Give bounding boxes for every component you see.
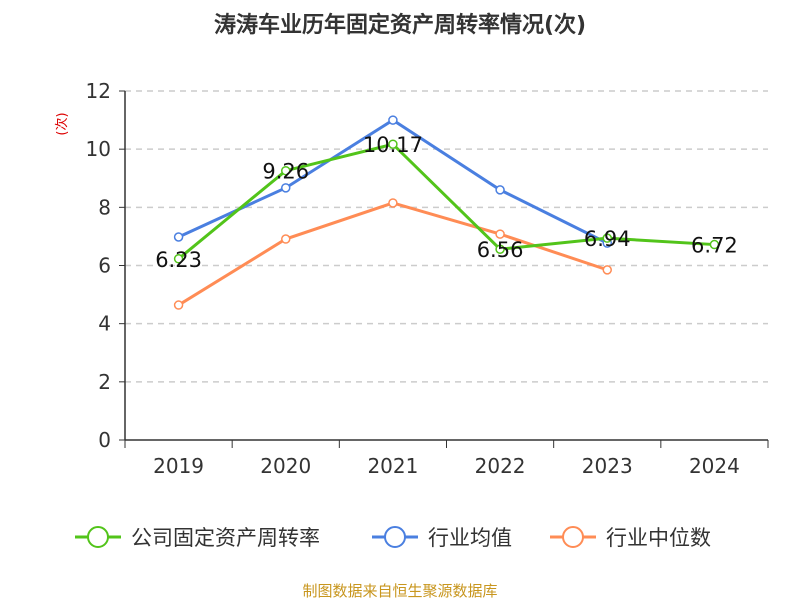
legend-label-0: 公司固定资产周转率 <box>131 526 320 550</box>
series-line-0 <box>177 142 715 260</box>
data-point <box>602 265 612 275</box>
x-tick-label: 2021 <box>367 454 418 478</box>
x-tick-label: 2020 <box>260 454 311 478</box>
y-tick-label: 6 <box>98 254 111 278</box>
y-tick-label: 0 <box>98 428 111 452</box>
data-point <box>495 244 505 254</box>
data-point <box>281 183 291 193</box>
data-point <box>709 239 720 250</box>
legend-marker-2 <box>562 526 584 548</box>
source-note: 制图数据来自恒生聚源数据库 <box>302 582 497 600</box>
data-label: 9.26 <box>262 160 309 184</box>
data-point <box>281 234 291 244</box>
series-line-2 <box>177 201 608 307</box>
chart-title: 涛涛车业历年固定资产周转率情况(次) <box>214 12 586 38</box>
data-point <box>602 233 612 243</box>
data-label: 6.23 <box>155 248 202 272</box>
data-point <box>495 185 505 195</box>
data-point <box>388 139 398 149</box>
y-tick-label: 10 <box>86 137 111 161</box>
data-point <box>173 232 184 242</box>
data-label: 10.17 <box>363 133 423 157</box>
data-point <box>388 198 398 208</box>
data-point <box>388 115 398 125</box>
data-point <box>281 165 291 176</box>
x-tick-label: 2023 <box>582 454 633 478</box>
x-tick-label: 2022 <box>475 454 526 478</box>
y-tick-label: 2 <box>98 370 111 394</box>
data-point <box>173 300 184 310</box>
legend-label-2: 行业中位数 <box>606 526 711 550</box>
y-tick-label: 4 <box>98 312 111 336</box>
data-point <box>495 229 505 239</box>
legend-marker-0 <box>87 526 109 548</box>
y-axis-label: (次) <box>54 112 70 135</box>
x-tick-label: 2024 <box>689 454 740 478</box>
data-point <box>173 254 184 264</box>
y-tick-label: 12 <box>86 79 111 103</box>
legend-label-1: 行业均值 <box>428 526 512 550</box>
legend-marker-1 <box>384 526 406 548</box>
data-label: 6.56 <box>477 238 524 262</box>
data-label: 6.72 <box>691 234 738 258</box>
y-tick-label: 8 <box>98 195 111 219</box>
data-label: 6.94 <box>584 227 631 251</box>
x-tick-label: 2019 <box>153 454 204 478</box>
